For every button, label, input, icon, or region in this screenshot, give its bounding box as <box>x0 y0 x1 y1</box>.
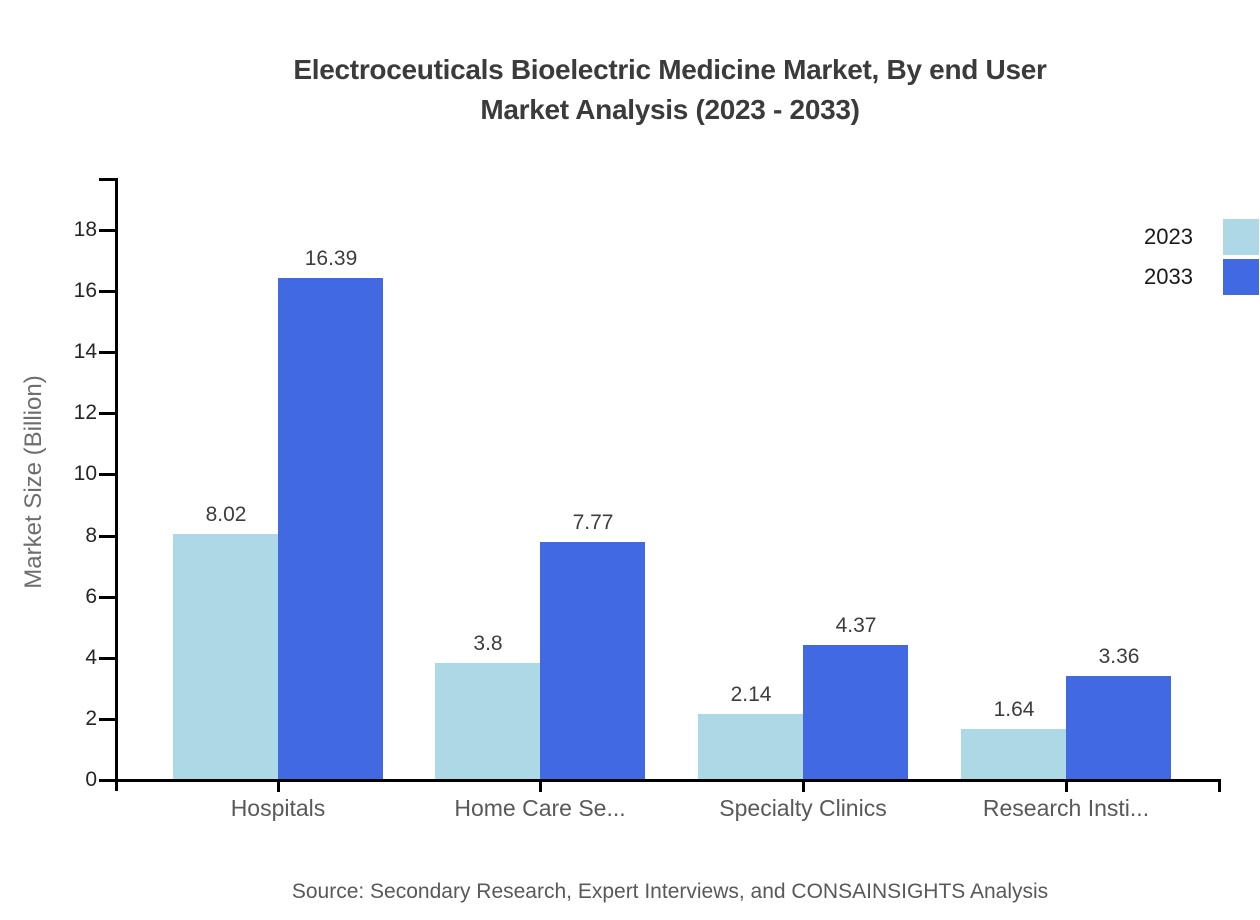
bar-value-label: 16.39 <box>304 247 358 270</box>
source-attribution: Source: Secondary Research, Expert Inter… <box>291 880 1049 903</box>
y-tick-label: 12 <box>73 401 97 424</box>
y-axis-top-cap <box>99 178 115 181</box>
bar-value-label: 7.77 <box>572 511 614 534</box>
y-tick-mark <box>99 535 115 538</box>
bar-value-label: 1.64 <box>993 698 1035 721</box>
y-tick-mark <box>99 718 115 721</box>
category-label: Specialty Clinics <box>719 795 887 821</box>
category-label: Home Care Se... <box>454 795 626 821</box>
y-tick-label: 6 <box>85 585 97 608</box>
y-tick-mark <box>99 473 115 476</box>
bar-2023-2 <box>698 714 803 779</box>
chart-title: Electroceuticals Bioelectric Medicine Ma… <box>80 50 1260 130</box>
bar-2023-3 <box>961 729 1066 779</box>
y-tick-label: 8 <box>85 524 97 547</box>
y-tick-label: 2 <box>85 707 97 730</box>
category-label: Research Insti... <box>982 795 1150 821</box>
bar-2033-2 <box>803 645 908 779</box>
bar-2033-3 <box>1066 676 1171 779</box>
bar-value-label: 2.14 <box>730 683 772 706</box>
x-tick-mark <box>277 779 280 792</box>
bar-2033-1 <box>540 542 645 779</box>
bar-value-label: 3.36 <box>1098 645 1140 668</box>
bar-value-label: 3.8 <box>473 632 503 655</box>
y-tick-label: 4 <box>85 646 97 669</box>
bar-2023-0 <box>173 534 278 779</box>
y-tick-label: 0 <box>85 768 97 791</box>
y-tick-mark <box>99 351 115 354</box>
bar-2033-0 <box>278 278 383 779</box>
chart-title-line-2: Market Analysis (2023 - 2033) <box>480 94 860 125</box>
x-axis-line <box>115 779 1221 782</box>
y-tick-label: 18 <box>73 218 97 241</box>
chart-title-line-1: Electroceuticals Bioelectric Medicine Ma… <box>293 54 1047 85</box>
y-tick-label: 16 <box>73 279 97 302</box>
y-tick-mark <box>99 596 115 599</box>
x-tick-mark <box>1065 779 1068 792</box>
y-axis-line <box>115 178 118 791</box>
bar-value-label: 4.37 <box>835 614 877 637</box>
y-tick-label: 10 <box>73 462 97 485</box>
bar-2023-1 <box>435 663 540 779</box>
y-tick-mark <box>99 657 115 660</box>
y-tick-label: 14 <box>73 340 97 363</box>
bar-value-label: 8.02 <box>205 503 247 526</box>
y-tick-mark <box>99 290 115 293</box>
x-axis-right-cap <box>1218 779 1221 792</box>
x-tick-mark <box>802 779 805 792</box>
x-tick-mark <box>539 779 542 792</box>
y-tick-mark <box>99 229 115 232</box>
y-tick-mark <box>99 412 115 415</box>
y-tick-mark <box>99 779 115 782</box>
category-label: Hospitals <box>230 795 326 821</box>
